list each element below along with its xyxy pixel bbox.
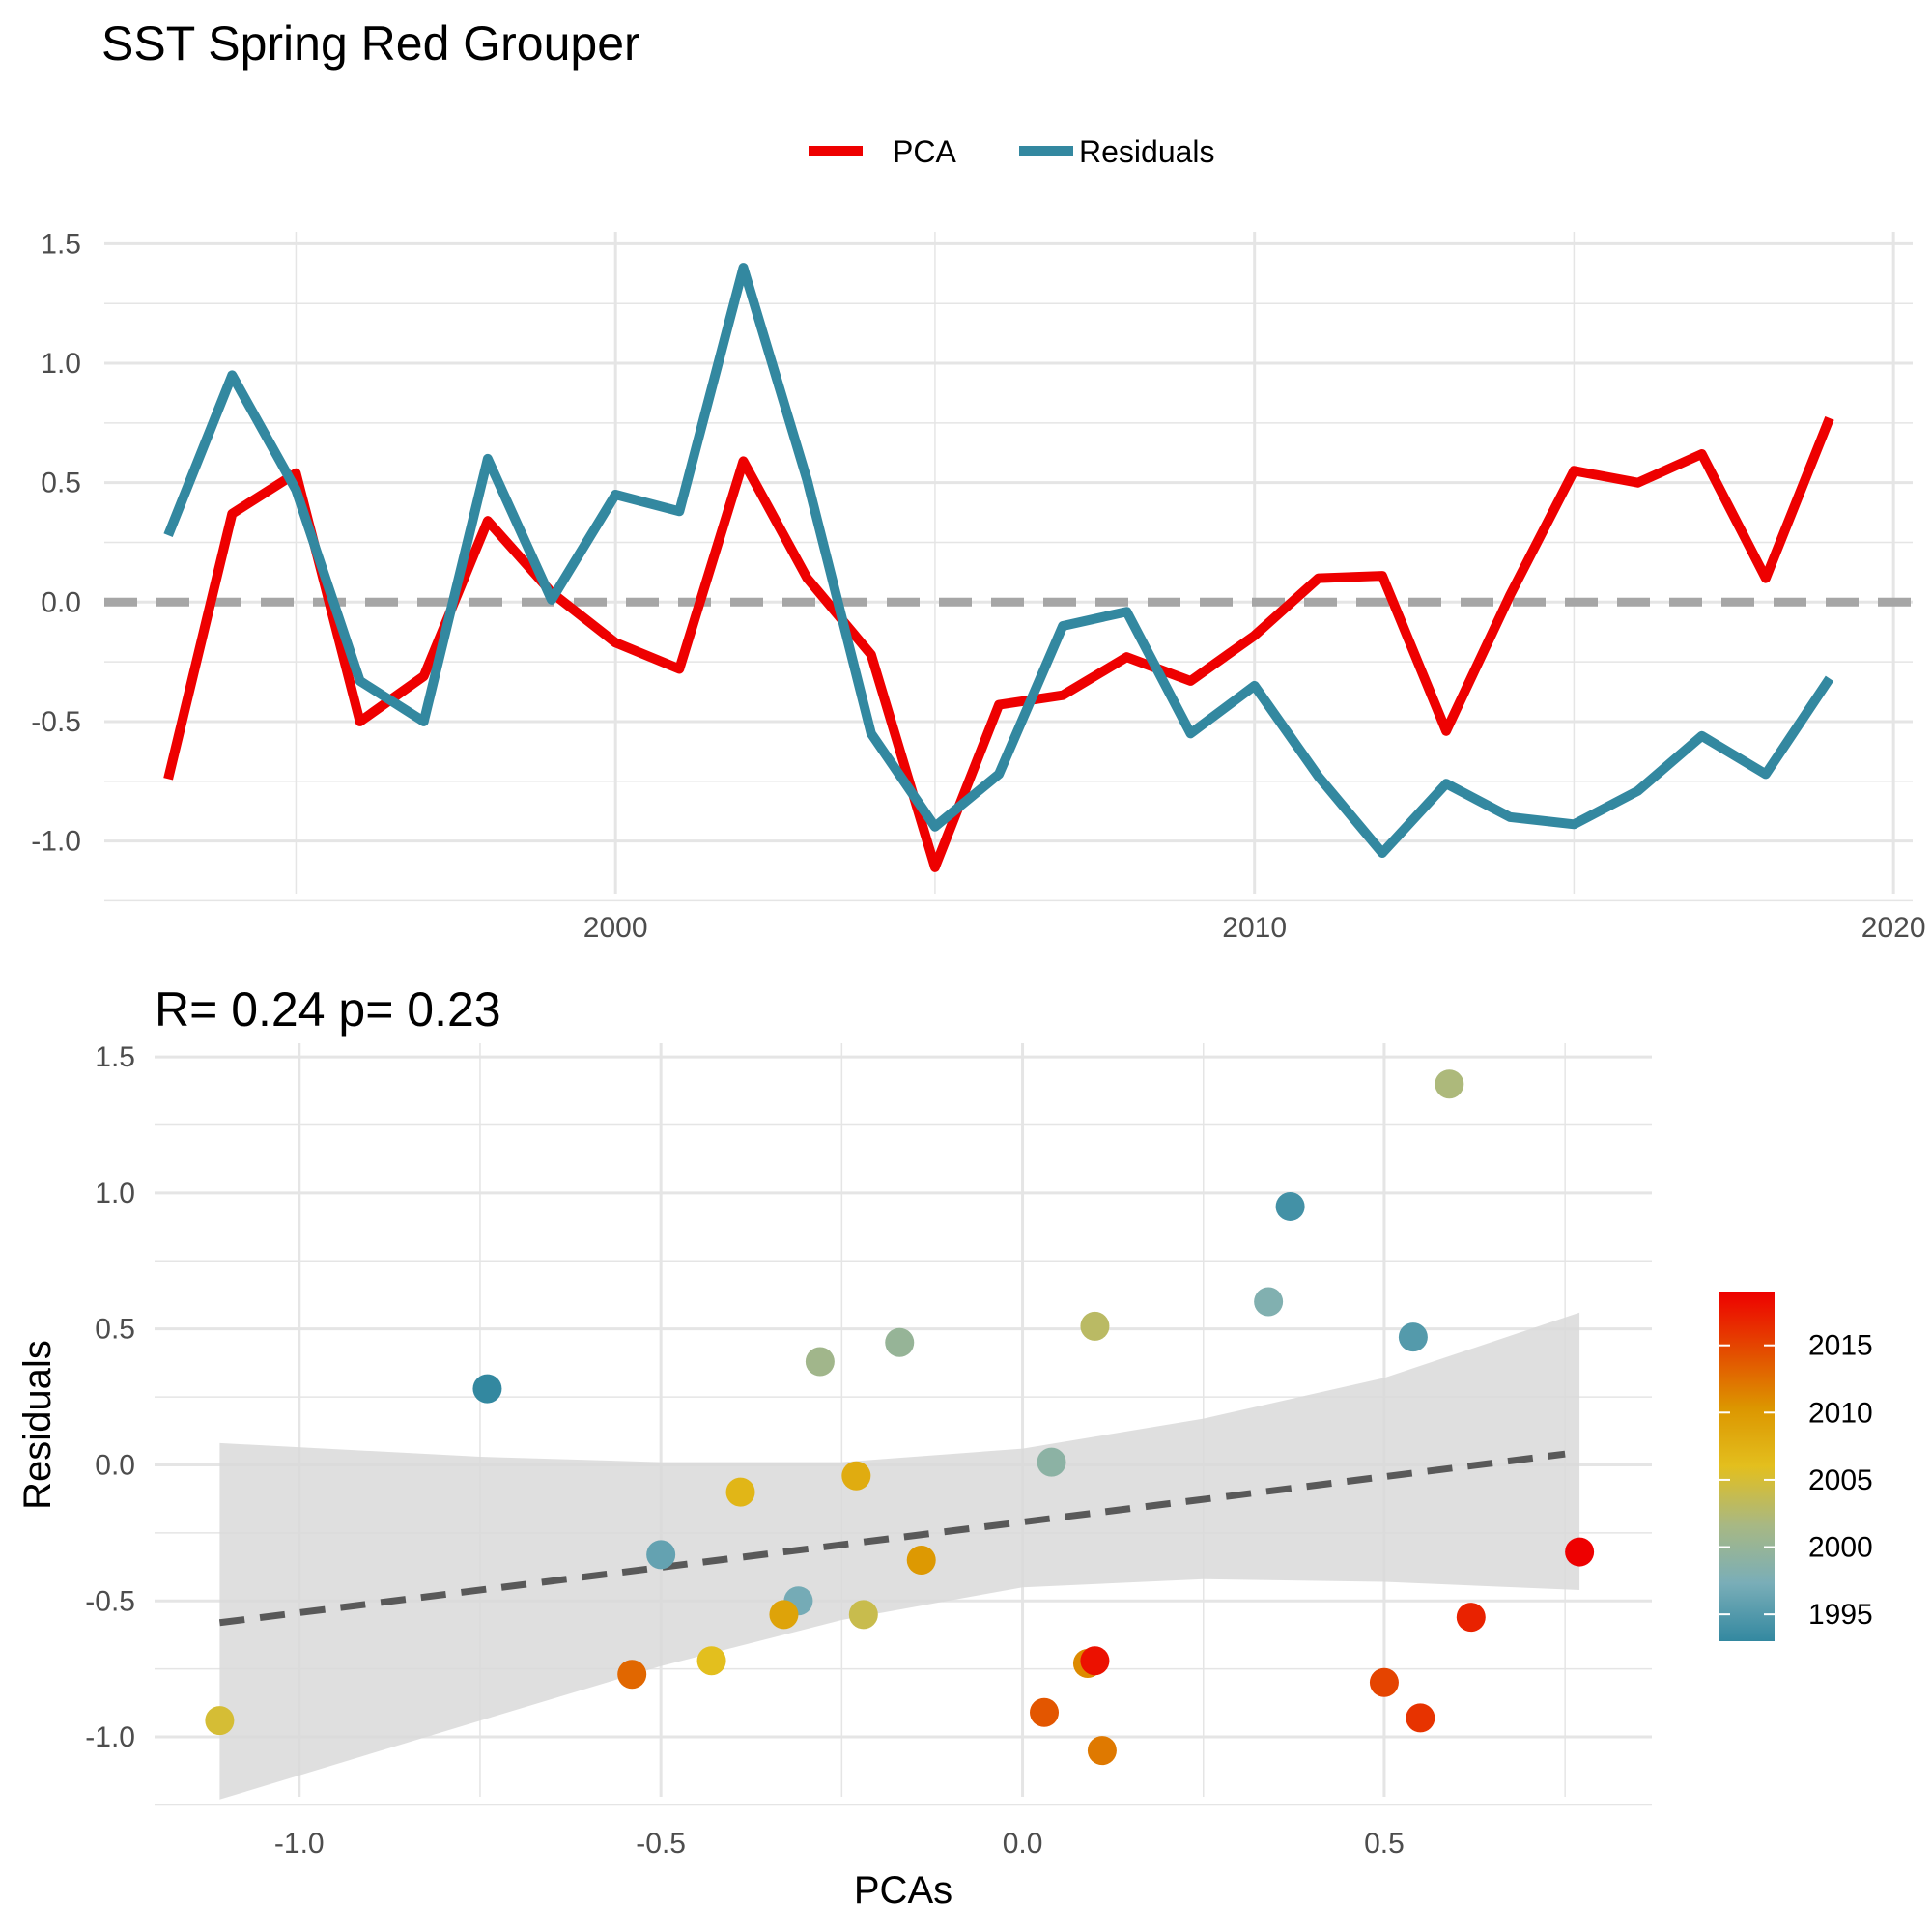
- y-tick-label: 0.5: [95, 1314, 135, 1346]
- y-tick-label: 1.0: [41, 348, 81, 380]
- series-line-residuals: [163, 263, 1834, 858]
- legend: PCA Residuals: [809, 134, 1215, 169]
- y-tick-label: 1.0: [95, 1178, 135, 1209]
- scatter-point: [1565, 1537, 1595, 1567]
- y-tick-label: -0.5: [31, 706, 81, 738]
- scatter-point: [1369, 1667, 1399, 1697]
- scatter-point: [472, 1374, 502, 1404]
- colorbar-tick-label: 2015: [1808, 1330, 1873, 1362]
- colorbar-gradient: [1719, 1292, 1775, 1641]
- colorbar-ticks: 1995 2000 2005 2010 2015: [1719, 1330, 1873, 1631]
- scatter-point: [1254, 1287, 1284, 1317]
- scatter-point: [1435, 1069, 1464, 1099]
- x-tick-label: 2010: [1222, 912, 1287, 944]
- top-gridlines: [104, 232, 1913, 902]
- y-tick-label: 1.5: [41, 228, 81, 260]
- time-series-panel: -1.0 -0.5 0.0 0.5 1.0 1.5 2000 2010 2020: [31, 228, 1925, 944]
- scatter-point: [1030, 1697, 1060, 1727]
- x-axis-title: PCAs: [854, 1869, 952, 1912]
- scatter-point: [1275, 1191, 1305, 1221]
- y-tick-label: 0.0: [95, 1449, 135, 1481]
- colorbar-tick-label: 2005: [1808, 1464, 1873, 1496]
- scatter-point: [1080, 1646, 1110, 1676]
- top-x-tick-labels: 2000 2010 2020: [583, 912, 1926, 944]
- scatter-point: [205, 1706, 235, 1736]
- correlation-subtitle: R= 0.24 p= 0.23: [155, 982, 501, 1037]
- y-tick-label: 0.5: [41, 468, 81, 499]
- chart-title: SST Spring Red Grouper: [101, 16, 640, 71]
- scatter-point: [1037, 1447, 1066, 1477]
- y-tick-label: -1.0: [85, 1721, 135, 1753]
- x-tick-label: 0.0: [1003, 1828, 1043, 1860]
- colorbar-tick-label: 2010: [1808, 1397, 1873, 1429]
- x-tick-label: -1.0: [274, 1828, 325, 1860]
- top-y-tick-labels: -1.0 -0.5 0.0 0.5 1.0 1.5: [31, 228, 81, 857]
- scatter-point: [769, 1600, 799, 1630]
- scatter-point: [1087, 1736, 1117, 1766]
- trend-line: [218, 1450, 1566, 1627]
- legend-label-residuals: Residuals: [1079, 134, 1215, 169]
- scatter-point: [646, 1540, 676, 1570]
- y-tick-label: 0.0: [41, 586, 81, 618]
- scatter-point: [725, 1477, 755, 1507]
- scatter-point: [906, 1546, 936, 1576]
- bottom-x-tick-labels: -1.0 -0.5 0.0 0.5: [274, 1828, 1405, 1860]
- legend-label-pca: PCA: [893, 134, 956, 169]
- confidence-band: [219, 1312, 1580, 1800]
- scatter-point: [617, 1660, 647, 1690]
- scatter-panel: -1.0 -0.5 0.0 0.5 1.0 1.5 -1.0 -0.5 0.0 0.5 PCAs…: [16, 1041, 1652, 1912]
- y-tick-label: -1.0: [31, 826, 81, 858]
- scatter-point: [1456, 1603, 1486, 1633]
- scatter-point: [848, 1600, 878, 1630]
- colorbar-tick-label: 2000: [1808, 1532, 1873, 1564]
- y-tick-label: -0.5: [85, 1585, 135, 1617]
- colorbar-tick-label: 1995: [1808, 1599, 1873, 1631]
- scatter-point: [885, 1327, 915, 1357]
- x-tick-label: 0.5: [1364, 1828, 1405, 1860]
- scatter-point: [1398, 1322, 1428, 1352]
- scatter-point: [696, 1646, 726, 1676]
- x-tick-label: 2000: [583, 912, 648, 944]
- y-tick-label: 1.5: [95, 1041, 135, 1073]
- y-axis-title: Residuals: [16, 1340, 59, 1510]
- scatter-points: [205, 1069, 1595, 1766]
- x-tick-label: 2020: [1861, 912, 1926, 944]
- bottom-y-tick-labels: -1.0 -0.5 0.0 0.5 1.0 1.5: [85, 1041, 135, 1753]
- series-line-pca: [163, 416, 1834, 872]
- scatter-point: [805, 1347, 835, 1377]
- year-colorbar: 1995 2000 2005 2010 2015: [1719, 1292, 1873, 1641]
- scatter-point: [1080, 1311, 1110, 1341]
- x-tick-label: -0.5: [636, 1828, 686, 1860]
- scatter-point: [1406, 1703, 1435, 1733]
- scatter-point: [841, 1461, 871, 1491]
